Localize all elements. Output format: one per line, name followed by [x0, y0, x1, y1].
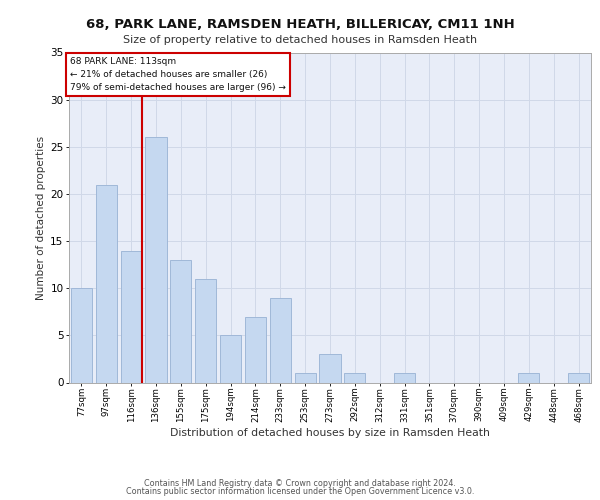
- Bar: [220, 336, 241, 382]
- Bar: [195, 279, 216, 382]
- Text: Size of property relative to detached houses in Ramsden Heath: Size of property relative to detached ho…: [123, 35, 477, 45]
- Text: 68 PARK LANE: 113sqm
← 21% of detached houses are smaller (26)
79% of semi-detac: 68 PARK LANE: 113sqm ← 21% of detached h…: [70, 57, 286, 92]
- Bar: [145, 138, 167, 382]
- Bar: [295, 373, 316, 382]
- Bar: [121, 250, 142, 382]
- X-axis label: Distribution of detached houses by size in Ramsden Heath: Distribution of detached houses by size …: [170, 428, 490, 438]
- Bar: [568, 373, 589, 382]
- Text: Contains public sector information licensed under the Open Government Licence v3: Contains public sector information licen…: [126, 487, 474, 496]
- Text: Contains HM Land Registry data © Crown copyright and database right 2024.: Contains HM Land Registry data © Crown c…: [144, 478, 456, 488]
- Bar: [170, 260, 191, 382]
- Bar: [518, 373, 539, 382]
- Bar: [319, 354, 341, 382]
- Y-axis label: Number of detached properties: Number of detached properties: [36, 136, 46, 300]
- Bar: [394, 373, 415, 382]
- Bar: [245, 316, 266, 382]
- Bar: [71, 288, 92, 382]
- Text: 68, PARK LANE, RAMSDEN HEATH, BILLERICAY, CM11 1NH: 68, PARK LANE, RAMSDEN HEATH, BILLERICAY…: [86, 18, 514, 30]
- Bar: [96, 184, 117, 382]
- Bar: [270, 298, 291, 382]
- Bar: [344, 373, 365, 382]
